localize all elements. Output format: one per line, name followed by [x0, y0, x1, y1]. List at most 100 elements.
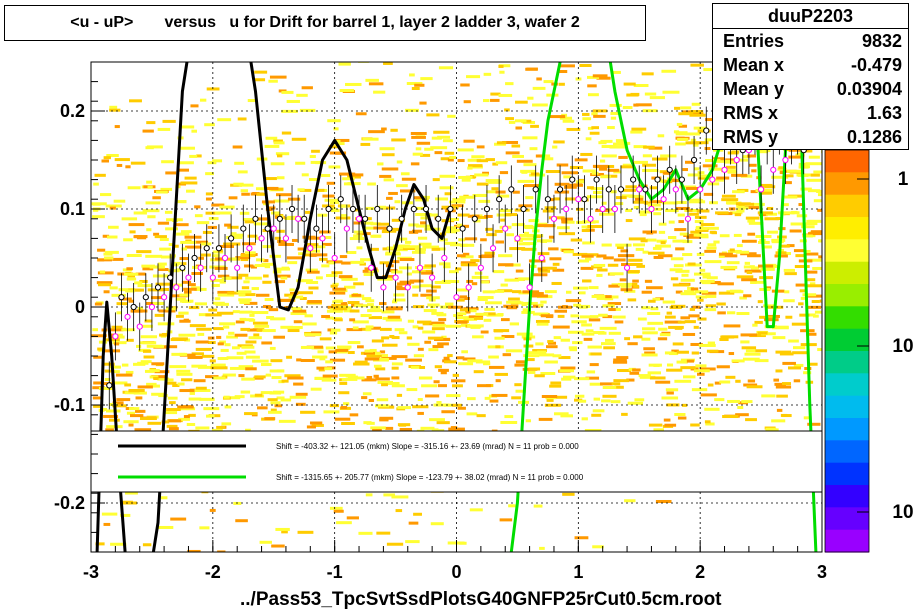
heatmap-cell — [652, 246, 662, 250]
heatmap-cell — [332, 282, 339, 286]
heatmap-cell — [436, 421, 450, 425]
heatmap-cell — [579, 315, 592, 319]
heatmap-cell — [818, 255, 822, 259]
heatmap-cell — [339, 255, 348, 259]
heatmap-cell — [744, 261, 751, 265]
palette-swatch — [825, 194, 869, 218]
heatmap-cell — [298, 252, 304, 256]
heatmap-cell — [224, 343, 231, 347]
heatmap-cell — [100, 408, 108, 412]
heatmap-cell — [603, 256, 614, 260]
heatmap-cell — [446, 394, 461, 398]
heatmap-cell — [379, 261, 390, 265]
profile-point-magenta — [246, 245, 253, 252]
profile-point-magenta — [721, 166, 728, 173]
heatmap-cell — [529, 147, 538, 151]
heatmap-cell — [704, 249, 716, 253]
legend-box — [90, 430, 823, 493]
heatmap-cell — [448, 427, 465, 431]
heatmap-cell — [426, 113, 440, 117]
heatmap-cell — [601, 243, 612, 247]
heatmap-cell — [791, 210, 798, 214]
heatmap-cell — [301, 173, 309, 177]
heatmap-cell — [537, 252, 550, 256]
heatmap-cell — [333, 509, 344, 513]
heatmap-cell — [101, 382, 112, 386]
heatmap-cell — [673, 264, 684, 268]
profile-point-magenta — [599, 205, 606, 213]
heatmap-cell — [455, 267, 462, 271]
heatmap-cell — [387, 306, 403, 310]
heatmap-cell — [147, 421, 162, 425]
heatmap-cell — [476, 145, 485, 149]
profile-point-black — [703, 127, 710, 134]
heatmap-cell — [417, 236, 428, 240]
heatmap-cell — [646, 286, 663, 290]
heatmap-cell — [783, 174, 794, 178]
heatmap-cell — [618, 155, 628, 159]
heatmap-cell — [201, 242, 212, 246]
heatmap-cell — [329, 291, 346, 295]
heatmap-cell — [689, 113, 706, 117]
heatmap-cell — [127, 186, 141, 190]
heatmap-cell — [269, 75, 287, 79]
heatmap-cell — [382, 54, 395, 57]
profile-point-magenta — [623, 264, 631, 271]
profile-point-black — [569, 176, 576, 183]
heatmap-cell — [376, 398, 389, 402]
heatmap-cell — [330, 284, 338, 288]
heatmap-cell — [527, 370, 536, 374]
heatmap-cell — [91, 334, 107, 338]
heatmap-cell — [458, 362, 474, 366]
heatmap-cell — [112, 257, 124, 261]
heatmap-cell — [552, 262, 560, 266]
heatmap-cell — [137, 307, 144, 311]
profile-point-magenta — [441, 254, 448, 262]
heatmap-cell — [264, 144, 280, 148]
heatmap-cell — [339, 381, 348, 385]
heatmap-cell — [588, 318, 601, 322]
heatmap-cell — [602, 304, 615, 308]
heatmap-cell — [558, 70, 568, 74]
heatmap-cell — [592, 409, 605, 413]
heatmap-cell — [682, 240, 693, 244]
heatmap-cell — [682, 110, 695, 114]
heatmap-cell — [474, 215, 488, 219]
heatmap-cell — [241, 345, 255, 349]
heatmap-cell — [718, 254, 725, 258]
profile-point-black — [191, 254, 198, 262]
heatmap-cell — [572, 341, 583, 345]
heatmap-cell — [422, 322, 436, 326]
heatmap-cell — [103, 252, 113, 256]
heatmap-cell — [683, 290, 695, 294]
heatmap-cell — [210, 278, 225, 282]
heatmap-cell — [697, 317, 707, 321]
heatmap-cell — [785, 315, 793, 319]
heatmap-cell — [379, 327, 392, 331]
heatmap-cell — [217, 118, 232, 122]
heatmap-cell — [644, 92, 657, 96]
heatmap-cell — [692, 198, 702, 202]
heatmap-cell — [336, 521, 352, 525]
heatmap-cell — [333, 307, 348, 311]
heatmap-cell — [199, 98, 207, 102]
heatmap-cell — [515, 360, 525, 364]
heatmap-cell — [589, 382, 603, 386]
heatmap-cell — [805, 162, 822, 166]
heatmap-cell — [205, 313, 222, 317]
heatmap-cell — [511, 396, 522, 400]
heatmap-cell — [636, 264, 646, 268]
heatmap-cell — [331, 304, 348, 308]
heatmap-cell — [587, 225, 603, 229]
heatmap-cell — [520, 169, 537, 173]
heatmap-cell — [704, 420, 711, 424]
heatmap-cell — [368, 316, 382, 320]
heatmap-cell — [532, 103, 548, 107]
heatmap-cell — [304, 314, 313, 318]
heatmap-cell — [385, 426, 394, 430]
heatmap-cell — [642, 250, 649, 254]
heatmap-cell — [677, 213, 685, 217]
heatmap-cell — [254, 78, 266, 82]
heatmap-cell — [809, 362, 818, 366]
heatmap-cell — [694, 215, 707, 219]
